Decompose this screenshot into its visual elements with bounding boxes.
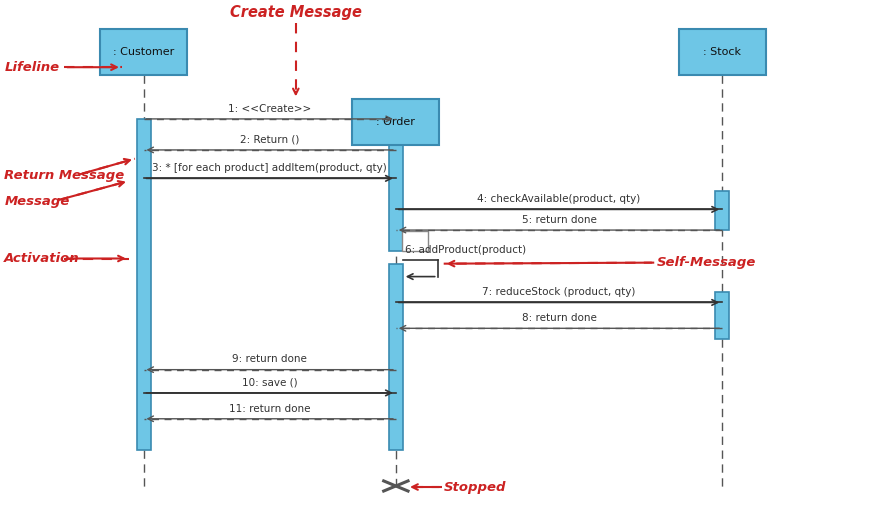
Bar xyxy=(388,145,402,251)
Bar xyxy=(388,264,402,450)
Text: 5: return done: 5: return done xyxy=(521,215,596,225)
Text: 6: addProduct(product): 6: addProduct(product) xyxy=(404,246,525,255)
Text: Lifeline: Lifeline xyxy=(4,60,59,74)
Text: : Order: : Order xyxy=(376,117,415,127)
Bar xyxy=(136,119,150,450)
Text: 7: reduceStock (product, qty): 7: reduceStock (product, qty) xyxy=(481,287,635,297)
Text: 10: save (): 10: save () xyxy=(242,378,297,388)
Text: 9: return done: 9: return done xyxy=(232,355,307,364)
Text: 11: return done: 11: return done xyxy=(229,404,310,414)
Text: Return Message: Return Message xyxy=(4,169,124,183)
Bar xyxy=(352,99,439,145)
Text: 8: return done: 8: return done xyxy=(521,313,596,323)
Bar xyxy=(714,292,728,339)
Bar xyxy=(401,231,428,251)
Bar xyxy=(714,191,728,230)
Text: 1: <<Create>>: 1: <<Create>> xyxy=(228,104,311,114)
Text: 2: Return (): 2: Return () xyxy=(240,135,299,145)
Text: 4: checkAvailable(product, qty): 4: checkAvailable(product, qty) xyxy=(477,194,640,204)
Text: : Customer: : Customer xyxy=(113,47,174,57)
Text: Stopped: Stopped xyxy=(443,480,506,494)
Text: Self-Message: Self-Message xyxy=(656,256,755,269)
Text: 3: * [for each product] addItem(product, qty): 3: * [for each product] addItem(product,… xyxy=(152,163,387,173)
Text: Activation: Activation xyxy=(4,252,80,265)
Text: Message: Message xyxy=(4,195,70,208)
Bar xyxy=(100,29,187,75)
Text: : Stock: : Stock xyxy=(702,47,740,57)
Text: Create Message: Create Message xyxy=(229,5,362,21)
Bar xyxy=(678,29,765,75)
